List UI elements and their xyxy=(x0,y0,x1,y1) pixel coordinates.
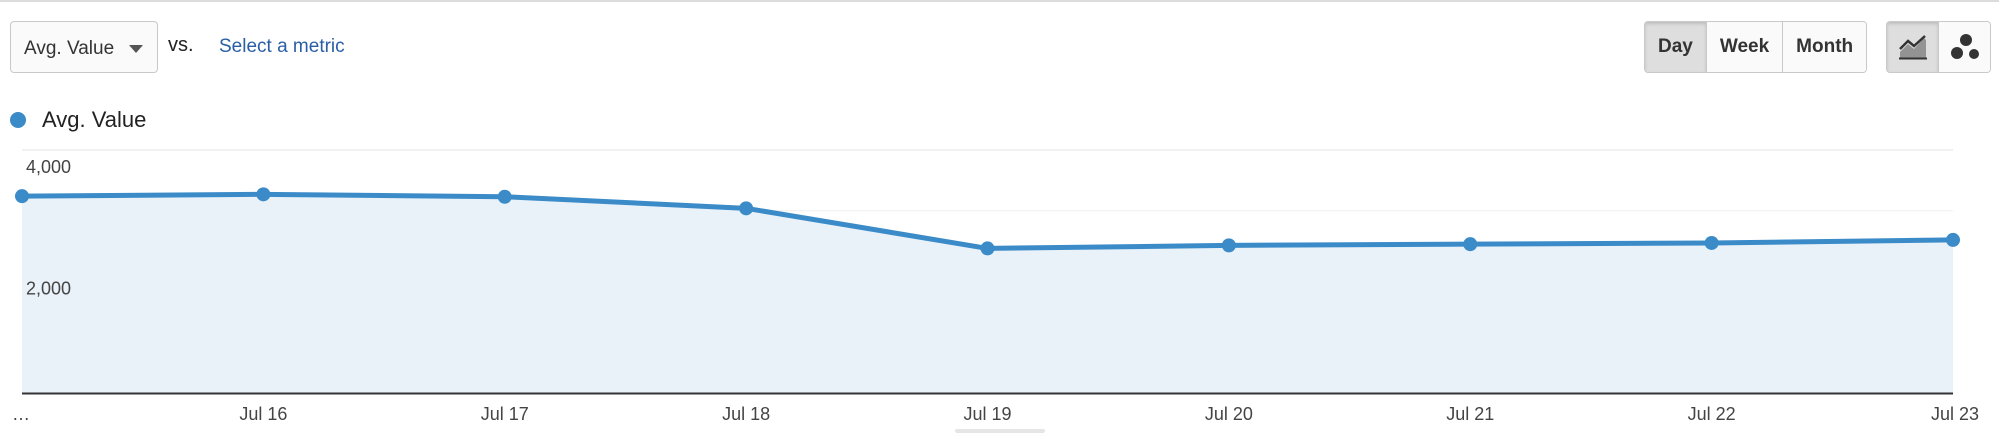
vs-label: vs. xyxy=(168,34,194,56)
x-tick-label: Jul 18 xyxy=(722,404,770,424)
data-point[interactable] xyxy=(739,201,754,216)
line-chart-icon xyxy=(1898,35,1927,60)
legend-marker xyxy=(10,112,26,128)
data-point[interactable] xyxy=(15,189,29,204)
data-point[interactable] xyxy=(1704,235,1719,250)
series-area xyxy=(22,194,1953,393)
motion-chart-button[interactable] xyxy=(1939,22,1990,72)
month-button[interactable]: Month xyxy=(1783,22,1867,72)
data-point[interactable] xyxy=(1946,232,1960,247)
data-point[interactable] xyxy=(980,241,995,256)
data-point[interactable] xyxy=(1463,237,1478,252)
metric-dropdown-label: Avg. Value xyxy=(24,38,115,59)
x-tick-label: Jul 19 xyxy=(963,404,1011,424)
chart-type-selector xyxy=(1886,21,1991,73)
x-axis: … Jul 16 Jul 17 Jul 18 Jul 19 Jul 20 Jul 21 Jul… xyxy=(12,404,1979,424)
x-tick-label: Jul 20 xyxy=(1205,404,1253,424)
week-button[interactable]: Week xyxy=(1706,22,1784,72)
x-tick-label: … xyxy=(12,404,30,424)
x-tick-label: Jul 17 xyxy=(481,404,529,424)
x-tick-label: Jul 23 xyxy=(1931,404,1979,424)
x-tick-label: Jul 21 xyxy=(1446,404,1494,424)
data-point[interactable] xyxy=(256,187,271,202)
day-button[interactable]: Day xyxy=(1645,22,1707,72)
scroll-indicator xyxy=(955,429,1045,433)
y-axis: 4,000 2,000 xyxy=(26,157,71,299)
chevron-down-icon xyxy=(129,45,143,53)
period-selector: Day Week Month xyxy=(1644,21,1868,73)
y-tick-label: 2,000 xyxy=(26,279,71,299)
data-point[interactable] xyxy=(1221,238,1236,253)
y-tick-label: 4,000 xyxy=(26,157,71,177)
select-metric-link[interactable]: Select a metric xyxy=(219,36,345,57)
top-border xyxy=(0,0,1999,2)
motion-chart-icon xyxy=(1950,34,1979,59)
x-tick-label: Jul 16 xyxy=(239,404,287,424)
metric-dropdown[interactable]: Avg. Value xyxy=(10,21,158,73)
x-tick-label: Jul 22 xyxy=(1688,404,1736,424)
line-chart-button[interactable] xyxy=(1887,22,1939,72)
data-point[interactable] xyxy=(497,189,512,204)
legend-label: Avg. Value xyxy=(42,107,147,132)
series-points xyxy=(15,187,1960,256)
